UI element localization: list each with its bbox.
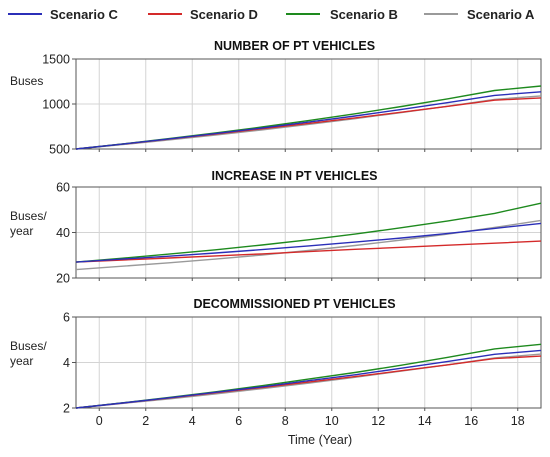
legend-label: Scenario A xyxy=(467,7,535,22)
grid xyxy=(76,59,541,149)
legend-label: Scenario B xyxy=(330,7,398,22)
x-tick-label: 2 xyxy=(142,414,149,428)
y-tick-label: 40 xyxy=(56,226,70,240)
panel-increase-in-pt-vehicles: INCREASE IN PT VEHICLES 20 40 60 Buses/year xyxy=(10,169,542,286)
y-axis-label: Buses/year xyxy=(10,339,47,368)
x-tick-label: 12 xyxy=(371,414,385,428)
legend-item-scenario-a: Scenario A xyxy=(424,7,535,22)
x-tick-label: 4 xyxy=(189,414,196,428)
series-group xyxy=(75,202,542,271)
x-tick-label: 14 xyxy=(418,414,432,428)
y-tick-label: 60 xyxy=(56,181,70,195)
panel-number-of-pt-vehicles: NUMBER OF PT VEHICLES 500 1000 1500 Buses xyxy=(10,39,542,157)
y-tick-label: 1000 xyxy=(42,98,70,112)
y-axis-label: Buses/year xyxy=(10,209,47,238)
x-tick-label: 0 xyxy=(96,414,103,428)
y-tick-label: 500 xyxy=(49,143,70,157)
legend-item-scenario-b: Scenario B xyxy=(286,7,398,22)
y-tick-label: 2 xyxy=(63,402,70,416)
panel-title: NUMBER OF PT VEHICLES xyxy=(214,39,375,53)
y-axis-label: Buses xyxy=(10,74,43,88)
series-line-scenario-c xyxy=(75,222,542,263)
series-line-scenario-c xyxy=(75,91,542,150)
x-axis-label: Time (Year) xyxy=(288,433,352,447)
panel-decommissioned-pt-vehicles: DECOMMISSIONED PT VEHICLES 2 4 6 0 2 4 6 8 10 12 14… xyxy=(10,297,542,428)
series-line-scenario-b xyxy=(75,202,542,263)
series-group xyxy=(75,343,542,409)
grid xyxy=(76,317,541,408)
x-tick-label: 6 xyxy=(235,414,242,428)
series-line-scenario-d xyxy=(75,240,542,263)
chart-panels: NUMBER OF PT VEHICLES 500 1000 1500 Buses INC… xyxy=(10,39,542,428)
legend-label: Scenario D xyxy=(190,7,258,22)
y-tick-label: 20 xyxy=(56,272,70,286)
legend-label: Scenario C xyxy=(50,7,119,22)
legend-item-scenario-d: Scenario D xyxy=(148,7,258,22)
y-tick-label: 6 xyxy=(63,311,70,325)
legend: Scenario C Scenario D Scenario B Scenario A xyxy=(8,7,535,22)
series-line-scenario-c xyxy=(75,349,542,409)
grid xyxy=(76,187,541,278)
panel-title: DECOMMISSIONED PT VEHICLES xyxy=(193,297,395,311)
legend-item-scenario-c: Scenario C xyxy=(8,7,119,22)
x-tick-label: 8 xyxy=(282,414,289,428)
y-tick-label: 1500 xyxy=(42,53,70,67)
y-tick-label: 4 xyxy=(63,356,70,370)
panel-title: INCREASE IN PT VEHICLES xyxy=(212,169,378,183)
x-tick-label: 18 xyxy=(511,414,525,428)
x-tick-label: 16 xyxy=(464,414,478,428)
x-tick-label: 10 xyxy=(325,414,339,428)
series-group xyxy=(75,85,542,150)
